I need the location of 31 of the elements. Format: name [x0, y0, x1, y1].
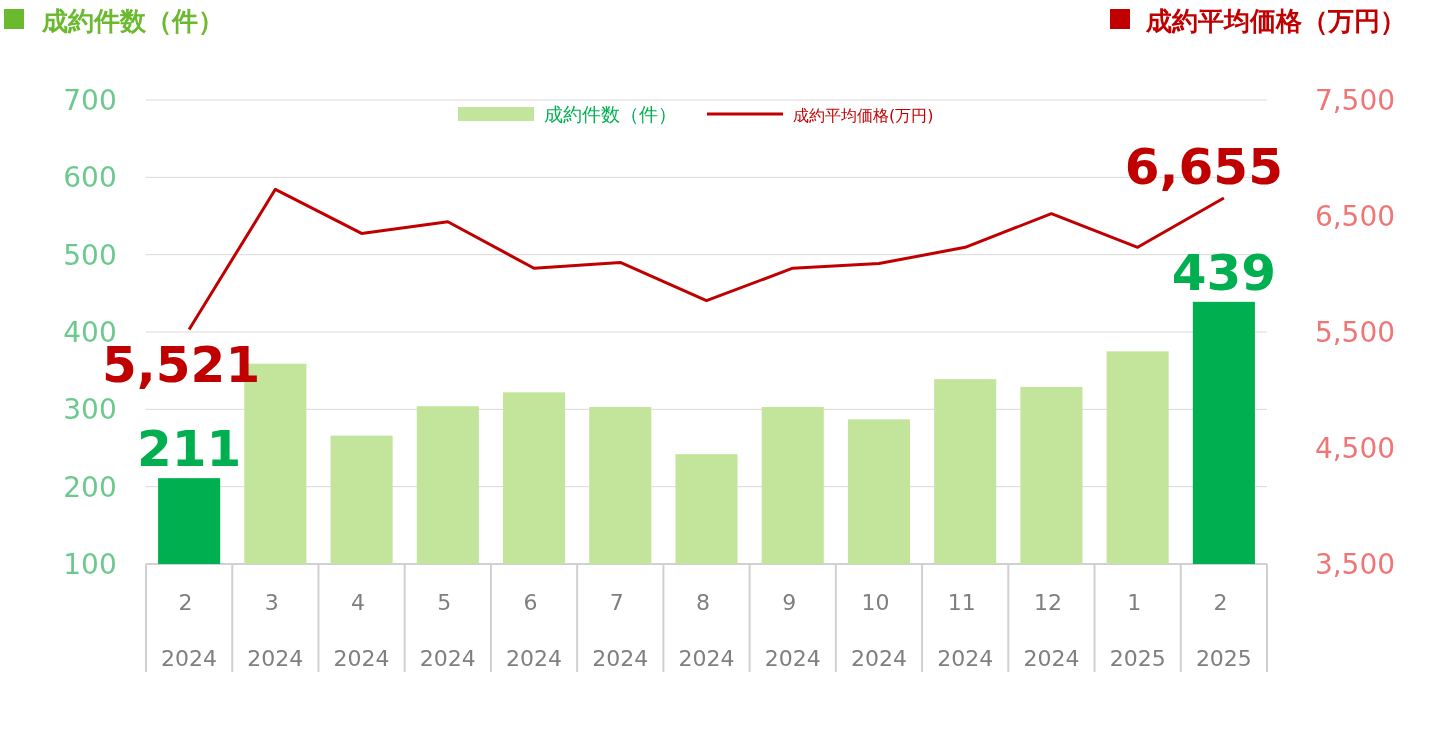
- legend-label: 成約平均価格(万円): [793, 106, 934, 125]
- category-label: 11 2024: [937, 590, 994, 671]
- y2-tick-label: 5,500: [1314, 316, 1396, 349]
- y-tick-label: 700: [63, 84, 117, 117]
- y-tick-label: 100: [63, 548, 117, 581]
- legend-label: 成約件数（件）: [544, 103, 677, 125]
- data-label: 439: [1171, 243, 1277, 302]
- category-label: 4 2024: [333, 590, 390, 671]
- category-label: 2 2025: [1195, 590, 1252, 671]
- category-label: 5 2024: [419, 590, 476, 671]
- data-label: 211: [136, 420, 242, 479]
- y-tick-label: 200: [63, 470, 117, 504]
- category-label: 10 2024: [850, 590, 907, 671]
- category-label: 6 2024: [506, 590, 563, 671]
- category-label: 9 2024: [764, 590, 821, 671]
- y-tick-label: 300: [63, 393, 117, 427]
- y2-tick-label: 4,500: [1314, 432, 1396, 465]
- data-label: 6,655: [1124, 138, 1283, 197]
- y2-tick-label: 3,500: [1314, 548, 1396, 581]
- category-label: 8 2024: [678, 590, 735, 671]
- y2-tick-label: 6,500: [1314, 200, 1396, 233]
- category-label: 2 2024: [161, 590, 218, 671]
- category-label: 1 2025: [1109, 590, 1166, 671]
- y-tick-label: 600: [63, 161, 117, 195]
- y2-axis-title: 成約平均価格（万円）: [1145, 6, 1406, 36]
- y-axis-title: 成約件数（件）: [41, 6, 224, 36]
- category-label: 12 2024: [1023, 590, 1080, 671]
- category-label: 3 2024: [247, 590, 304, 671]
- y2-tick-label: 7,500: [1314, 84, 1396, 117]
- category-label: 7 2024: [592, 590, 649, 671]
- y-tick-label: 500: [63, 238, 117, 272]
